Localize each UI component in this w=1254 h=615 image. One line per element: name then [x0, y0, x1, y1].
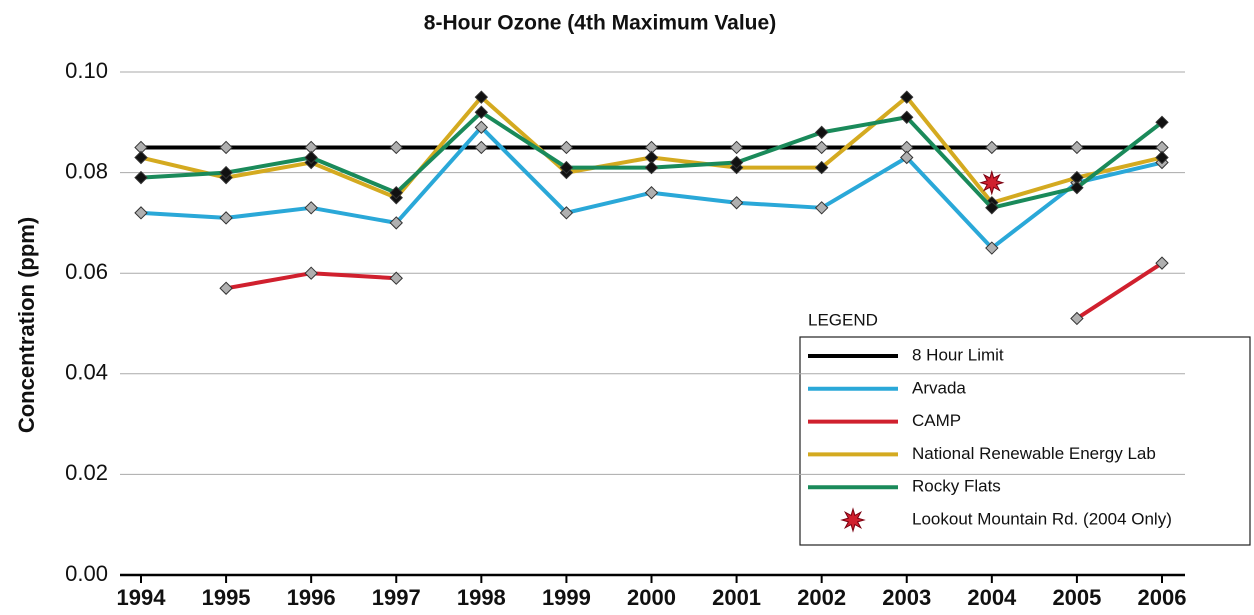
marker — [814, 160, 829, 175]
marker — [1155, 256, 1169, 270]
marker — [900, 90, 914, 104]
marker — [644, 186, 659, 200]
marker — [219, 211, 233, 225]
x-tick-label: 1995 — [202, 585, 251, 610]
x-tick-label: 2001 — [712, 585, 761, 610]
marker — [729, 196, 744, 210]
marker — [474, 90, 489, 104]
marker — [1155, 115, 1169, 130]
legend-box — [799, 336, 1251, 546]
x-tick-label: 2000 — [627, 585, 676, 610]
x-tick-label: 1996 — [287, 585, 336, 610]
marker — [900, 150, 914, 165]
legend-label: 8 Hour Limit — [912, 345, 1004, 364]
legend-star — [840, 507, 866, 533]
y-tick-label: 0.00 — [65, 561, 108, 586]
marker — [304, 201, 318, 215]
y-tick-label: 0.02 — [65, 460, 108, 485]
y-tick-label: 0.10 — [65, 58, 108, 83]
marker — [134, 150, 148, 165]
marker — [814, 125, 829, 140]
x-tick-label: 2004 — [967, 585, 1017, 610]
marker — [474, 140, 489, 155]
marker — [900, 110, 914, 124]
y-tick-label: 0.06 — [65, 259, 108, 284]
marker — [389, 271, 403, 285]
marker — [985, 140, 999, 155]
marker — [814, 201, 829, 215]
y-axis-label: Concentration (ppm) — [14, 217, 39, 433]
marker — [985, 241, 999, 255]
marker — [729, 155, 744, 170]
marker — [1070, 140, 1084, 155]
marker — [219, 140, 233, 155]
marker — [1155, 150, 1169, 165]
marker — [219, 281, 233, 295]
marker — [474, 105, 489, 119]
x-tick-label: 2006 — [1138, 585, 1187, 610]
legend-label: Arvada — [912, 378, 966, 397]
marker — [219, 165, 233, 180]
marker — [304, 266, 318, 280]
chart-title: 8-Hour Ozone (4th Maximum Value) — [424, 12, 776, 35]
x-tick-label: 1998 — [457, 585, 506, 610]
marker — [559, 140, 574, 155]
marker — [389, 140, 403, 155]
x-tick-label: 1994 — [117, 585, 167, 610]
marker — [559, 160, 574, 175]
series-line — [1075, 261, 1164, 321]
marker — [134, 206, 148, 220]
x-tick-label: 2005 — [1052, 585, 1101, 610]
x-tick-label: 2002 — [797, 585, 846, 610]
marker — [729, 140, 744, 155]
star-marker — [979, 169, 1005, 196]
legend-label: Rocky Flats — [912, 477, 1001, 496]
marker — [389, 186, 403, 200]
legend-label: CAMP — [912, 411, 961, 430]
x-tick-label: 1997 — [372, 585, 421, 610]
legend-title: LEGEND — [808, 310, 878, 329]
marker — [304, 150, 318, 165]
marker — [644, 160, 659, 175]
marker — [559, 206, 574, 220]
x-tick-label: 1999 — [542, 585, 591, 610]
marker — [1070, 180, 1084, 195]
x-tick-label: 2003 — [882, 585, 931, 610]
legend-label: National Renewable Energy Lab — [912, 444, 1156, 463]
y-tick-label: 0.04 — [65, 360, 108, 385]
marker — [134, 170, 148, 185]
y-tick-label: 0.08 — [65, 158, 108, 183]
marker — [814, 140, 829, 155]
marker — [474, 120, 489, 135]
marker — [389, 216, 403, 230]
marker — [1070, 311, 1084, 326]
marker — [985, 201, 999, 215]
legend-label: Lookout Mountain Rd. (2004 Only) — [912, 509, 1172, 528]
